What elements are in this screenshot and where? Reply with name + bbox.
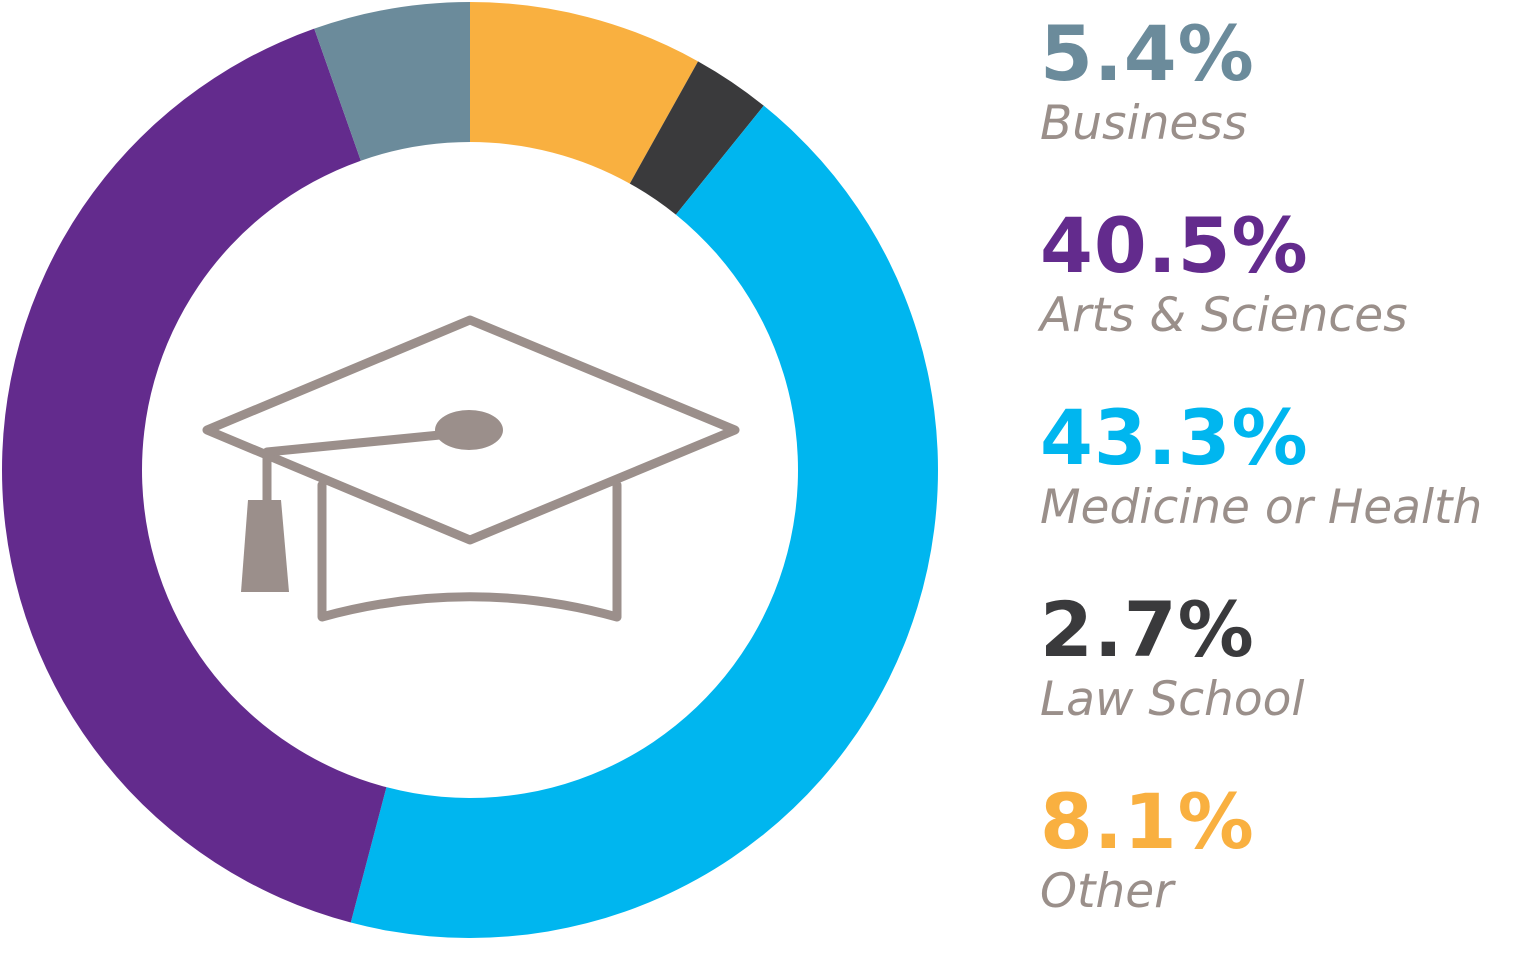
legend-label-business: Business	[1040, 96, 1248, 151]
legend-item-other: 8.1% Other	[1040, 780, 1525, 972]
donut-chart	[1, 2, 939, 939]
legend-item-business: 5.4% Business	[1040, 12, 1525, 204]
legend-label-law-school: Law School	[1040, 672, 1305, 727]
legend-value-law-school: 2.7%	[1040, 585, 1255, 674]
legend: 5.4% Business 40.5% Arts & Sciences 43.3…	[1040, 12, 1525, 972]
legend-value-medicine-health: 43.3%	[1040, 393, 1309, 482]
slice-law-school	[629, 61, 764, 215]
legend-label-medicine-health: Medicine or Health	[1040, 480, 1483, 535]
legend-item-arts-sciences: 40.5% Arts & Sciences	[1040, 204, 1525, 396]
legend-item-medicine-health: 43.3% Medicine or Health	[1040, 396, 1525, 588]
legend-label-arts-sciences: Arts & Sciences	[1040, 288, 1408, 343]
slice-medicine-or-health	[350, 105, 939, 939]
legend-value-business: 5.4%	[1040, 9, 1255, 98]
slice-business	[314, 2, 470, 161]
legend-item-law-school: 2.7% Law School	[1040, 588, 1525, 780]
legend-label-other: Other	[1040, 864, 1174, 919]
graduation-cap-icon	[202, 315, 740, 622]
slice-arts-sciences	[1, 28, 387, 923]
slice-other	[470, 2, 699, 184]
legend-value-arts-sciences: 40.5%	[1040, 201, 1309, 290]
legend-value-other: 8.1%	[1040, 777, 1255, 866]
